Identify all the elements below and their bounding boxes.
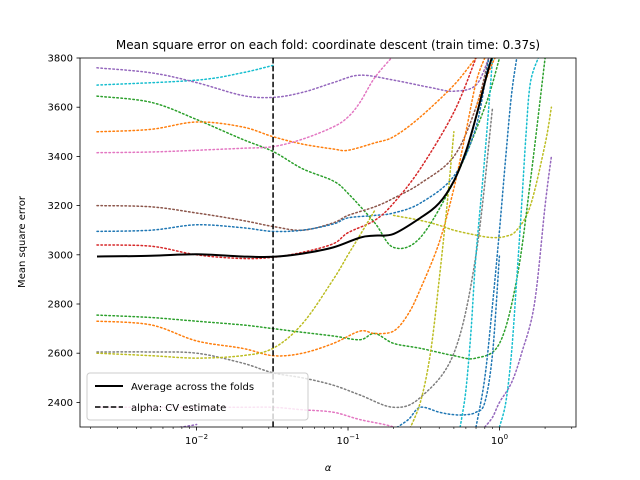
- y-tick-label: 2800: [48, 300, 73, 311]
- x-axis: 10−2 10−1 100: [90, 427, 573, 447]
- x-tick-label: 10−1: [336, 433, 359, 447]
- x-axis-label: α: [325, 463, 332, 474]
- x-tick-exponent: 0: [504, 433, 508, 441]
- fold-line-21: [475, 58, 496, 108]
- x-tick-label: 100: [491, 433, 508, 447]
- x-tick-base: 10: [336, 436, 349, 447]
- fold-line-2: [96, 58, 490, 99]
- y-tick-label: 3600: [48, 103, 73, 114]
- chart-title: Mean square error on each fold: coordina…: [116, 38, 540, 52]
- fold-line-9: [392, 106, 553, 239]
- y-tick-label: 3400: [48, 152, 73, 163]
- fold-line-1: [96, 64, 274, 86]
- fold-line-11: [96, 58, 486, 357]
- y-tick-label: 3800: [48, 54, 73, 65]
- fold-line-18: [475, 58, 518, 427]
- y-tick-label: 3200: [48, 201, 73, 212]
- x-tick-exponent: −2: [198, 433, 208, 441]
- fold-line-6: [96, 58, 490, 232]
- x-tick-exponent: −1: [349, 433, 359, 441]
- x-tick-label: 10−2: [185, 433, 208, 447]
- average-layer: [96, 58, 493, 259]
- x-tick-base: 10: [185, 436, 198, 447]
- fold-line-10: [96, 58, 546, 360]
- fold-line-13: [96, 209, 376, 359]
- x-tick-base: 10: [491, 436, 504, 447]
- fold-line-7: [96, 58, 490, 233]
- y-axis-label: Mean square error: [17, 195, 28, 288]
- y-tick-label: 3000: [48, 250, 73, 261]
- fold-line-19: [484, 155, 553, 427]
- legend: Average across the folds alpha: CV estim…: [86, 372, 309, 421]
- legend-box: [86, 372, 309, 421]
- legend-cv-label: alpha: CV estimate: [131, 403, 226, 414]
- fold-line-20: [498, 58, 539, 427]
- fold-line-16: [409, 131, 455, 427]
- fold-line-5: [96, 58, 393, 154]
- average-line: [96, 58, 493, 259]
- fold-line-17: [459, 58, 494, 427]
- legend-average-label: Average across the folds: [131, 382, 254, 393]
- fold-line-12: [96, 106, 494, 409]
- fold-line-4: [96, 58, 478, 152]
- y-axis: 2400 2600 2800 3000 3200 3400 3600 3800: [48, 54, 80, 409]
- y-tick-label: 2400: [48, 398, 73, 409]
- y-tick-label: 2600: [48, 349, 73, 360]
- plot-frame: [79, 57, 577, 428]
